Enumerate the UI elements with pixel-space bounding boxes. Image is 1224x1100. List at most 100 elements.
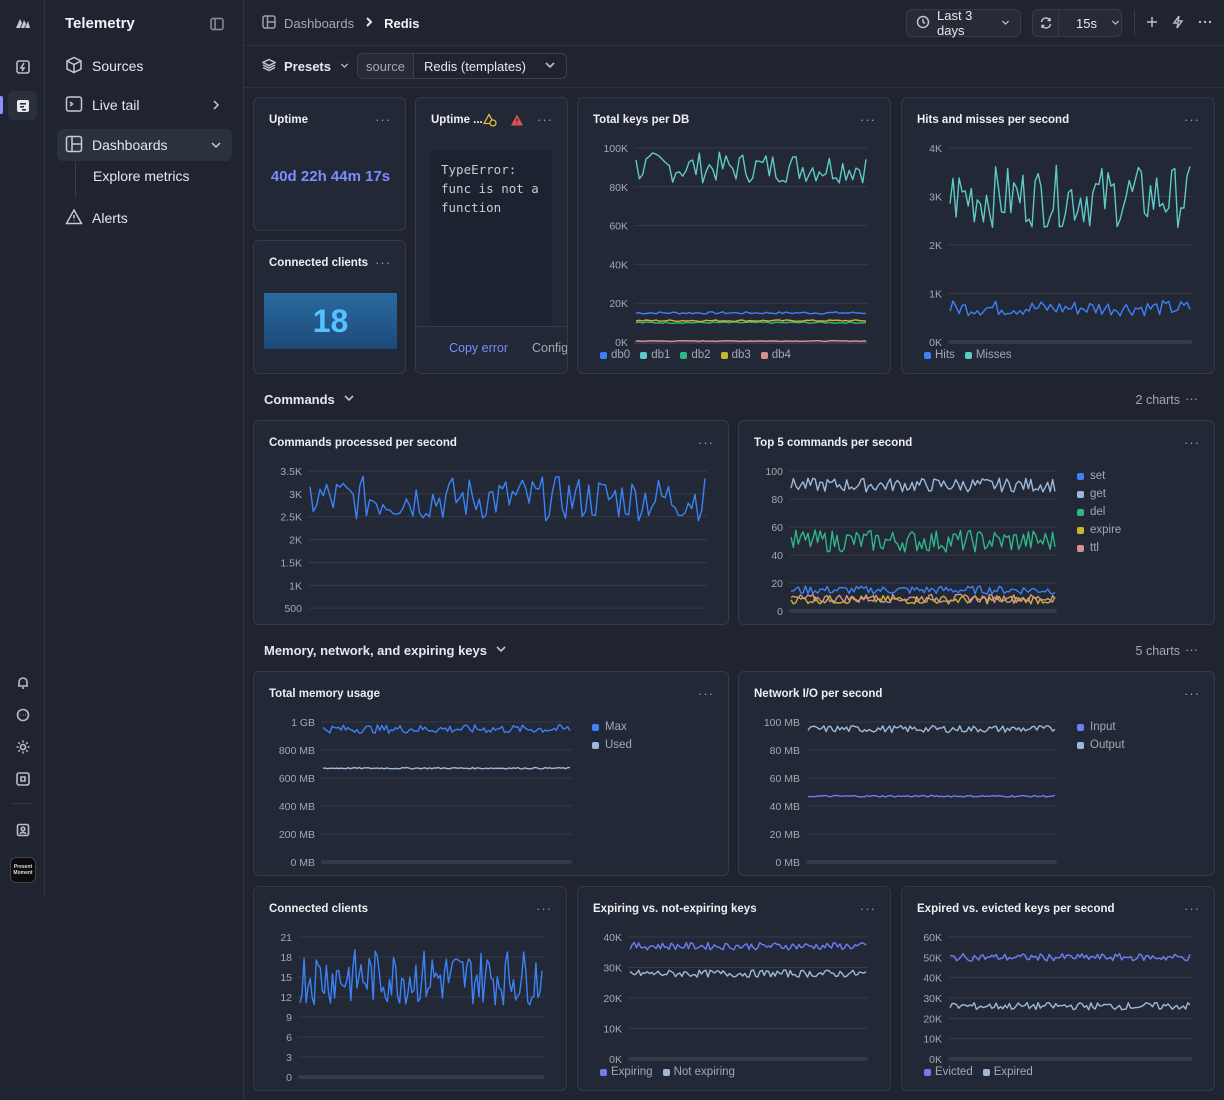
legend-item[interactable]: Input [1077,721,1125,733]
legend-item[interactable]: Hits [924,349,955,361]
y-tick-label: 18 [280,952,292,964]
sidebar-item-dashboards[interactable]: Dashboards [57,129,232,161]
panel-menu-icon[interactable]: ··· [698,686,714,701]
legend-label: db4 [771,349,791,361]
panel-menu-icon[interactable]: ··· [1184,435,1200,450]
y-tick-label: 1 GB [291,717,315,729]
sidebar-item-alerts[interactable]: Alerts [57,202,232,234]
legend-item[interactable]: Used [592,739,632,751]
bolt-icon[interactable] [8,52,37,81]
breadcrumb-dashboards[interactable]: Dashboards [284,16,355,31]
y-tick-label: 6 [286,1032,292,1044]
y-tick-label: 30K [603,963,622,975]
panel-menu-icon[interactable]: ··· [1184,112,1200,127]
section-menu-icon[interactable]: ··· [1185,391,1198,406]
legend-item[interactable]: get [1077,488,1121,500]
legend-swatch [760,351,768,359]
config-button[interactable]: Config [532,341,568,355]
legend-item[interactable]: Expiring [600,1066,653,1078]
y-tick-label: 10K [603,1024,622,1036]
chat-icon[interactable] [8,700,37,729]
legend-label: Hits [935,349,955,361]
error-icon[interactable] [510,113,524,127]
panel-menu-icon[interactable]: ··· [1184,901,1200,916]
panel-menu-icon[interactable]: ··· [860,112,876,127]
series-line-max [322,724,571,734]
refresh-control[interactable]: 15s [1032,9,1122,37]
legend-item[interactable]: Evicted [924,1066,973,1078]
legend-item[interactable]: db1 [640,349,670,361]
y-tick-label: 0 [286,1072,292,1084]
section-commands[interactable]: Commands [264,392,355,407]
refresh-icon[interactable] [1033,10,1060,36]
legend-item[interactable]: db3 [720,349,751,361]
panel-menu-icon[interactable]: ··· [1184,686,1200,701]
y-tick-label: 10K [923,1034,942,1046]
x-axis-scroller [806,860,1057,864]
legend-item[interactable]: expire [1077,524,1121,536]
panel-menu-icon[interactable]: ··· [375,112,391,127]
sidebar-item-explore-metrics[interactable]: Explore metrics [93,168,190,184]
sidebar-item-live-tail[interactable]: Live tail [57,89,232,121]
legend-swatch [720,351,728,359]
user-badge-icon[interactable] [8,815,37,844]
chart-legend: Evicted Expired [924,1066,1033,1078]
y-tick-label: 100 [765,466,783,478]
series-line-evicted [949,953,1191,962]
panel-menu-icon[interactable]: ··· [698,435,714,450]
panel-menu-icon[interactable]: ··· [537,112,553,127]
legend-item[interactable]: db0 [600,349,630,361]
panel-title: Connected clients [269,903,369,915]
logs-icon[interactable] [8,91,37,120]
legend-item[interactable]: set [1077,470,1121,482]
sun-icon[interactable] [8,732,37,761]
series-line-get [790,477,1056,493]
y-tick-label: 4K [929,143,942,155]
sidebar-collapse-icon[interactable] [210,17,224,31]
warning-clock-icon [482,113,497,127]
legend-label: db3 [731,349,751,361]
y-tick-label: 500 [284,603,302,615]
panel-menu-icon[interactable]: ··· [536,901,552,916]
legend-label: db2 [691,349,711,361]
panel-hits-misses: Hits and misses per second ··· 4K 3K 2K 1K 0… [901,97,1215,374]
command-icon[interactable] [8,764,37,793]
section-menu-icon[interactable]: ··· [1185,642,1198,657]
more-icon[interactable] [1197,14,1213,30]
y-tick-label: 40K [609,259,628,271]
legend-label: Output [1090,739,1125,751]
y-tick-label: 100K [603,143,628,155]
legend-item[interactable]: Misses [964,349,1012,361]
sidebar-item-label: Dashboards [92,137,168,153]
legend-item[interactable]: Not expiring [662,1066,735,1078]
panel-menu-icon[interactable]: ··· [860,901,876,916]
sidebar-item-sources[interactable]: Sources [57,50,232,82]
cube-icon [65,56,83,77]
panel-expired: Expired vs. evicted keys per second ··· … [901,886,1215,1091]
section-memory[interactable]: Memory, network, and expiring keys [264,643,507,658]
time-range-picker[interactable]: Last 3 days [906,8,1021,38]
legend-item[interactable]: Expired [982,1066,1033,1078]
panel-menu-icon[interactable]: ··· [375,255,391,270]
legend-item[interactable]: db2 [680,349,711,361]
x-axis-scroller [789,609,1057,613]
avatar[interactable]: Present Moment [10,857,36,883]
legend-item[interactable]: ttl [1077,542,1121,554]
bolt-icon[interactable] [1170,14,1186,30]
bell-icon[interactable] [8,668,37,697]
legend-item[interactable]: Output [1077,739,1125,751]
legend-item[interactable]: db4 [760,349,791,361]
time-range-value: Last 3 days [937,8,973,38]
logo-icon[interactable] [8,8,37,37]
panel-title: Total memory usage [269,688,380,700]
active-indicator [0,96,3,114]
add-icon[interactable] [1144,14,1160,30]
legend-item[interactable]: del [1077,506,1121,518]
source-select[interactable]: source Redis (templates) [357,53,567,79]
presets-dropdown[interactable]: Presets [261,58,350,75]
y-tick-label: 600 MB [279,773,315,785]
y-tick-label: 0K [609,1054,622,1066]
legend-label: del [1090,506,1106,518]
copy-error-button[interactable]: Copy error [449,341,509,355]
legend-item[interactable]: Max [592,721,632,733]
